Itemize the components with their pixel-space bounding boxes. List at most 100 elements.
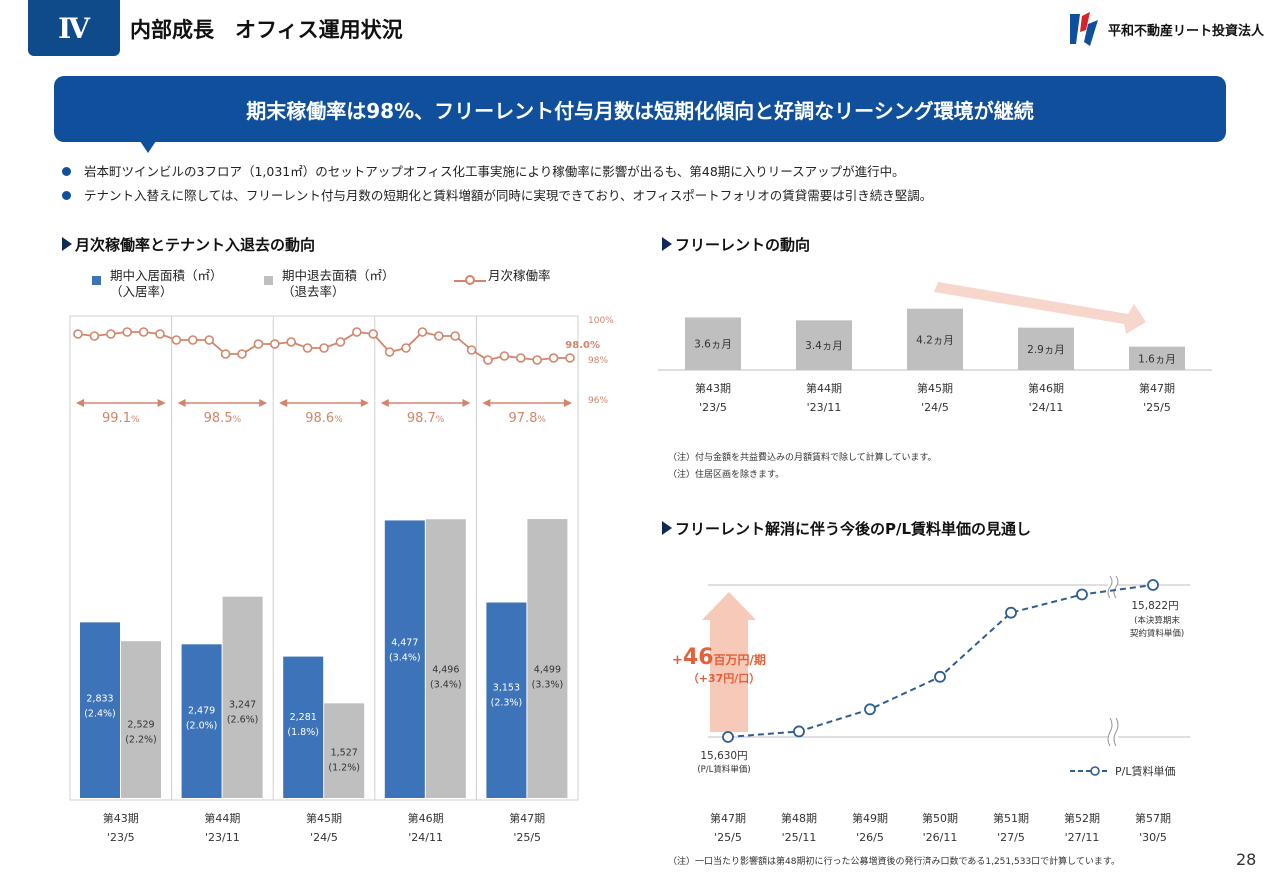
x-tick-label: '24/5 [921,401,949,414]
x-tick-label: 第44期 [204,811,240,825]
freerent-bar [1129,346,1185,370]
bar-value-label: 4,477 [391,637,418,648]
occupancy-point [204,335,214,345]
axis-break-icon [1113,717,1119,747]
move-in-bar [181,644,222,798]
x-tick-label: '27/5 [997,831,1025,844]
arrow-left-icon [177,399,186,407]
summary-bullets: 岩本町ツインビルの3フロア（1,031㎡）のセットアップオフィス化工事実施により… [62,162,932,210]
pl-legend-label: P/L賃料単価 [1115,764,1175,778]
bar-rate-label: (3.4%) [389,652,421,663]
x-tick-label: 第46期 [408,811,444,825]
occupancy-point [286,337,297,347]
freerent-value-label: 2.9ヵ月 [1027,344,1065,356]
bullet-dot-icon [62,167,71,176]
occupancy-point [548,353,559,363]
freerent-value-label: 3.6ヵ月 [694,339,732,351]
occupancy-point [269,339,280,349]
bullet-dot-icon [62,191,71,200]
occupancy-point [73,329,83,339]
occupancy-point [483,355,493,365]
chart-frame [69,315,579,801]
bar-value-label: 3,247 [229,699,256,710]
pl-end-sub: (本決算期末 [1134,615,1180,626]
pl-rent-point [1076,588,1088,601]
y-tick-label: 96% [588,396,608,406]
x-tick-label: 第49期 [852,811,888,825]
triangle-bullet-icon [662,521,672,535]
bar-rate-label: (3.4%) [430,680,462,691]
pl-end-value: 15,822円 [1131,600,1178,612]
occupancy-point [106,329,116,339]
x-tick-label: 第51期 [993,811,1029,825]
period-average-label: 98.6% [305,411,343,426]
x-tick-label: '24/11 [408,831,443,844]
occupancy-point [384,347,395,357]
axis-break-gap [1108,576,1118,598]
pl-start-sub: (P/L賃料単価) [697,764,750,775]
arrow-left-icon [482,399,491,407]
occupancy-point [466,345,477,355]
x-tick-label: '23/11 [807,401,842,414]
period-average-label: 99.1% [102,411,140,426]
pl-rent-point [934,670,946,683]
arrow-right-icon [360,399,369,407]
freerent-bar [685,317,741,370]
bar-value-label: 4,496 [432,665,459,676]
occupancy-point [171,335,182,345]
bar-value-label: 2,479 [188,705,215,716]
bar-value-label: 2,281 [290,712,317,723]
arrow-left-icon [279,399,288,407]
freerent-note-2: （注）住居区画を除きます。 [668,470,785,480]
x-tick-label: 第43期 [103,811,139,825]
y-tick-label: 98% [588,356,608,366]
move-out-bar [527,519,568,798]
company-name: 平和不動産リート投資法人 [1108,24,1265,39]
pl-rent-point [793,725,805,738]
outlook-heading: フリーレント解消に伴う今後のP/L賃料単価の見通し [662,518,1031,539]
occupancy-point [220,349,231,359]
freerent-value-label: 4.2ヵ月 [916,334,954,346]
x-tick-label: 第46期 [1028,381,1064,395]
freerent-bar [1018,327,1074,370]
triangle-bullet-icon [62,237,72,251]
uplift-amount-label: +46百万円/期 [672,645,766,670]
freerent-heading: フリーレントの動向 [662,234,810,255]
bar-rate-label: (1.8%) [287,727,319,738]
x-tick-label: 第48期 [781,811,817,825]
legend-swatch [264,276,273,285]
legend-occupancy-rate: 月次稼働率 [454,268,551,285]
move-out-bar [324,703,365,798]
occupancy-point [401,343,411,353]
x-tick-label: 第47期 [509,811,545,825]
occupancy-point [417,327,428,337]
trend-arrow-icon [934,282,1146,334]
occupancy-point [302,343,313,353]
period-average-label: 97.8% [508,411,546,426]
pl-rent-line [727,584,1154,738]
page-number: 28 [1236,850,1257,869]
occupancy-point [565,353,575,363]
bar-value-label: 2,833 [86,693,113,704]
freerent-bar [907,308,963,370]
x-tick-label: '26/5 [856,831,884,844]
occupancy-point [155,329,165,339]
arrow-right-icon [462,399,471,407]
move-out-bar [222,596,263,798]
bar-rate-label: (1.2%) [328,762,360,773]
occupancy-point [450,331,461,341]
x-tick-label: '23/5 [107,831,135,844]
heiwa-reit-logo [1070,12,1098,46]
occupancy-point [335,337,346,347]
x-tick-label: '24/5 [310,831,338,844]
pl-rent-point [864,703,876,716]
axis-break-icon [1113,575,1119,599]
pl-start-value: 15,630円 [700,750,747,762]
occupancy-point [351,327,362,337]
occupancy-point [433,331,444,341]
bar-rate-label: (2.2%) [125,734,157,745]
x-tick-label: '23/11 [205,831,240,844]
bar-value-label: 4,499 [534,664,561,675]
x-tick-label: 第47期 [710,811,746,825]
x-tick-label: 第57期 [1135,811,1171,825]
